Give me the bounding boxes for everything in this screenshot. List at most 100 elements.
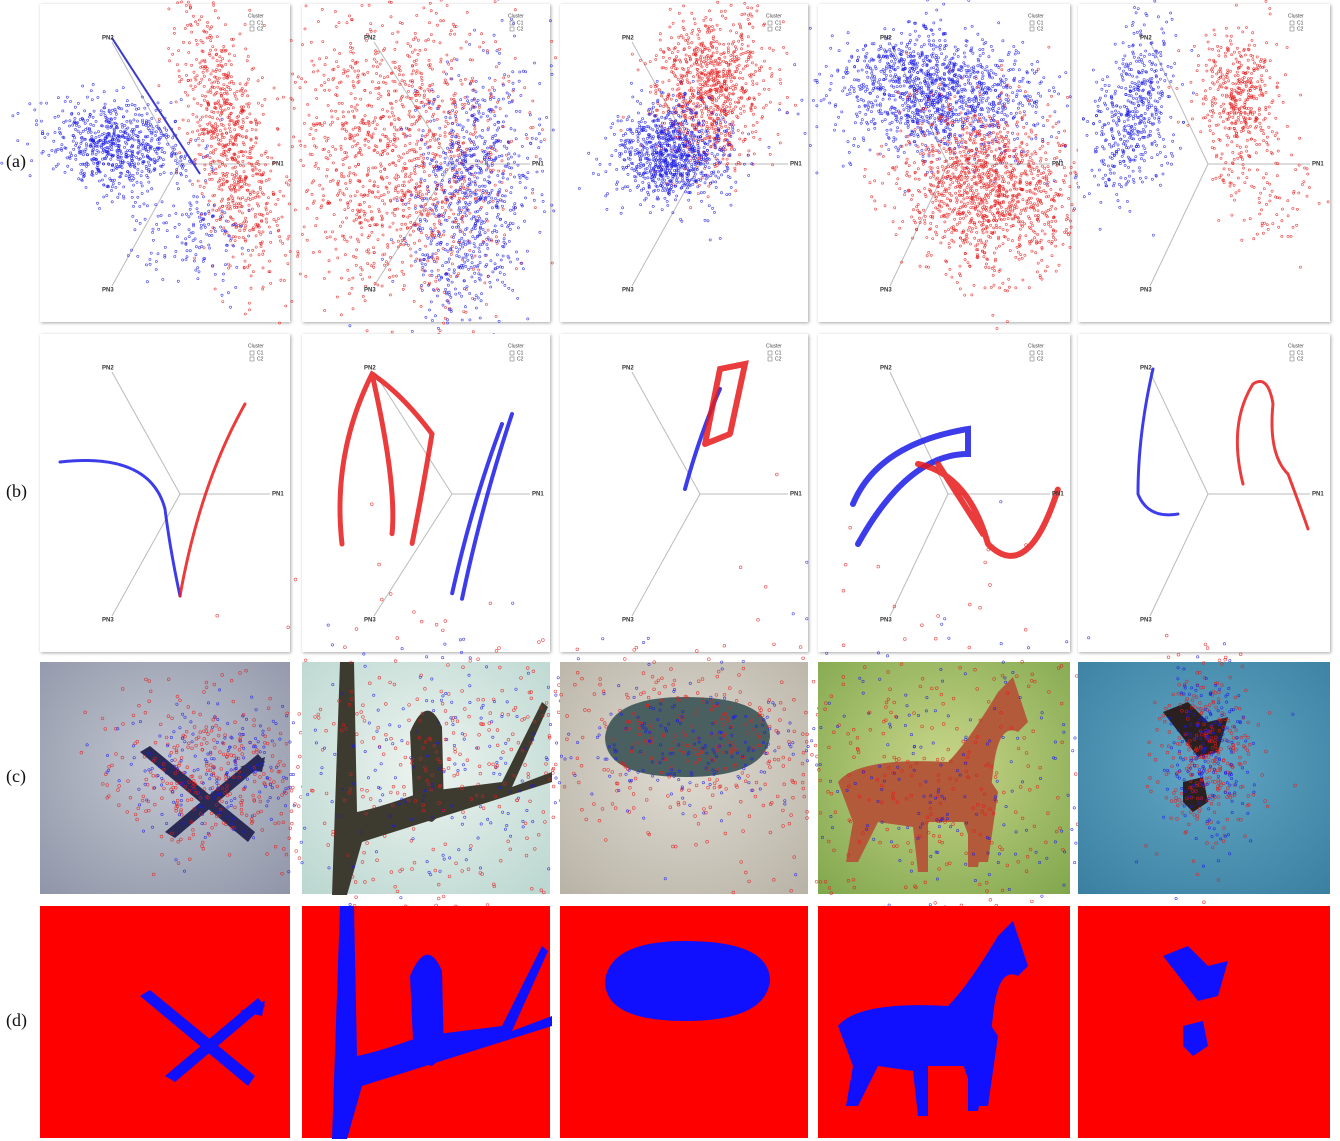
point: [107, 148, 111, 152]
point: [507, 74, 511, 78]
point: [40, 132, 44, 136]
point: [238, 177, 242, 181]
point: [209, 151, 213, 155]
point: [468, 248, 472, 252]
point: [188, 3, 192, 7]
point: [210, 177, 214, 181]
point: [221, 197, 225, 201]
point: [109, 112, 113, 115]
point: [716, 0, 720, 4]
point: [79, 131, 82, 135]
point: [375, 60, 378, 64]
point: [388, 0, 391, 4]
point: [507, 79, 511, 83]
point: [40, 119, 43, 123]
point: [238, 82, 242, 86]
point: [160, 200, 164, 204]
point: [260, 104, 264, 108]
point: [288, 250, 292, 253]
point: [218, 104, 222, 108]
point: [93, 141, 97, 145]
point: [199, 66, 203, 69]
point: [125, 109, 129, 113]
point: [246, 55, 250, 58]
point: [218, 113, 222, 117]
point: [63, 170, 67, 174]
point: [370, 135, 374, 139]
point: [192, 70, 196, 74]
point: [504, 189, 508, 193]
point: [190, 30, 194, 34]
point: [311, 122, 315, 126]
point: [81, 84, 85, 88]
point: [229, 112, 233, 116]
point: [135, 156, 139, 159]
point: [222, 272, 225, 276]
point: [157, 141, 161, 145]
point: [316, 20, 320, 23]
point: [184, 174, 188, 178]
point: [188, 249, 192, 253]
point: [213, 102, 217, 106]
point: [343, 137, 347, 141]
point: [280, 215, 284, 219]
point: [239, 105, 243, 109]
point: [107, 134, 111, 138]
point: [175, 171, 178, 175]
point: [212, 125, 216, 129]
point: [102, 195, 106, 199]
point: [123, 140, 127, 144]
point: [213, 106, 217, 110]
point: [291, 98, 295, 102]
point: [197, 143, 201, 147]
point: [62, 121, 66, 124]
point: [154, 130, 158, 134]
point: [209, 39, 213, 43]
point: [186, 132, 189, 135]
point: [220, 183, 224, 186]
point: [232, 177, 236, 181]
point: [381, 49, 385, 52]
point: [334, 10, 337, 13]
point: [228, 140, 232, 144]
point: [53, 115, 57, 119]
point: [230, 38, 234, 41]
point: [157, 155, 161, 159]
point: [412, 299, 416, 303]
point: [157, 227, 161, 231]
point: [233, 128, 237, 132]
point: [248, 198, 252, 202]
point: [224, 230, 227, 233]
point: [78, 145, 81, 149]
point: [241, 150, 244, 154]
point: [104, 125, 108, 129]
point: [165, 229, 169, 233]
point: [231, 196, 235, 200]
point: [265, 212, 269, 216]
point: [120, 166, 124, 170]
point: [471, 133, 475, 137]
point: [136, 151, 140, 155]
point: [209, 144, 213, 148]
point: [186, 93, 189, 97]
point: [387, 144, 391, 148]
axis-line: [373, 41, 453, 165]
point: [217, 142, 221, 146]
point: [208, 115, 212, 119]
point: [412, 223, 415, 227]
point: [119, 161, 123, 165]
point: [418, 106, 421, 110]
point: [118, 135, 121, 138]
point: [217, 208, 221, 212]
point: [194, 245, 198, 249]
point: [147, 149, 150, 153]
point: [16, 139, 20, 143]
point: [218, 69, 222, 72]
point: [254, 245, 258, 249]
point: [236, 182, 240, 186]
point: [175, 170, 179, 174]
point: [414, 105, 418, 108]
point: [242, 143, 246, 147]
point: [232, 244, 236, 248]
point: [276, 97, 280, 101]
